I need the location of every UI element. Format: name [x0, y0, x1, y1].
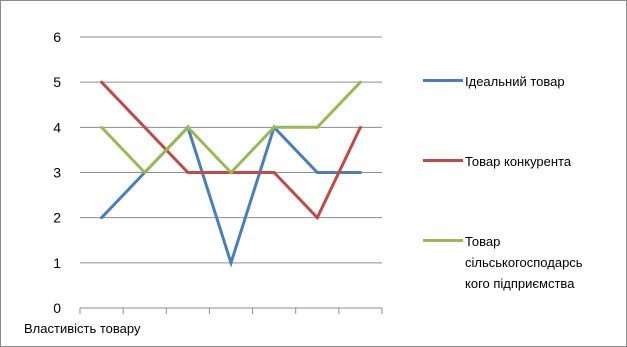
series-1-point-7 [358, 171, 362, 174]
series-3-point-4 [229, 171, 233, 174]
legend-label-enterprise: Товар сільськогосподарсь кого підприємст… [465, 231, 623, 294]
legend-item-competitor: Товар конкурента [423, 151, 623, 172]
series-3-point-3 [186, 125, 190, 129]
series-2-point-3 [186, 171, 190, 174]
y-tick-label-0: 0 [53, 300, 61, 316]
legend-item-enterprise: Товар сільськогосподарсь кого підприємст… [423, 231, 623, 294]
series-1-point-4 [229, 261, 233, 265]
series-2-point-5 [272, 171, 276, 174]
series-3-point-5 [272, 125, 276, 129]
series-3-point-2 [143, 171, 147, 174]
series-2-point-1 [100, 80, 104, 84]
series-lines [100, 80, 362, 268]
series-1-point-6 [315, 171, 319, 174]
legend-swatch-enterprise [423, 239, 463, 242]
legend-label-ideal: Ідеальний товар [465, 74, 565, 89]
series-3-point-7 [358, 80, 362, 84]
series-2-point-2 [143, 125, 147, 129]
y-tick-label-1: 1 [53, 255, 61, 271]
series-3-point-6 [315, 125, 319, 129]
y-tick-label-5: 5 [53, 74, 61, 90]
series-1-point-1 [100, 216, 104, 220]
series-2-point-7 [358, 125, 362, 129]
legend-swatch-competitor [423, 159, 463, 162]
series-line-1 [100, 124, 361, 268]
legend-swatch-ideal [423, 79, 463, 82]
x-axis-title: Властивість товару [24, 321, 141, 336]
y-tick-label-2: 2 [53, 210, 61, 226]
y-tick-label-6: 6 [53, 29, 61, 45]
legend-label-enterprise-line-2: сільськогосподарсь [465, 255, 583, 270]
series-line-2 [100, 81, 362, 221]
series-3-point-1 [100, 125, 104, 129]
legend-label-enterprise-line-1: Товар [465, 234, 501, 249]
axes: 0 1 2 3 4 5 6 [53, 29, 383, 316]
legend-label-enterprise-line-3: кого підприємства [465, 276, 575, 291]
legend-item-ideal: Ідеальний товар [423, 71, 623, 92]
y-tick-label-3: 3 [53, 165, 61, 181]
legend-label-competitor: Товар конкурента [465, 154, 572, 169]
legend: Ідеальний товар Товар конкурента Товар с… [423, 1, 623, 301]
series-2-point-6 [315, 216, 319, 220]
y-tick-label-4: 4 [53, 119, 61, 135]
gridlines [80, 36, 382, 264]
